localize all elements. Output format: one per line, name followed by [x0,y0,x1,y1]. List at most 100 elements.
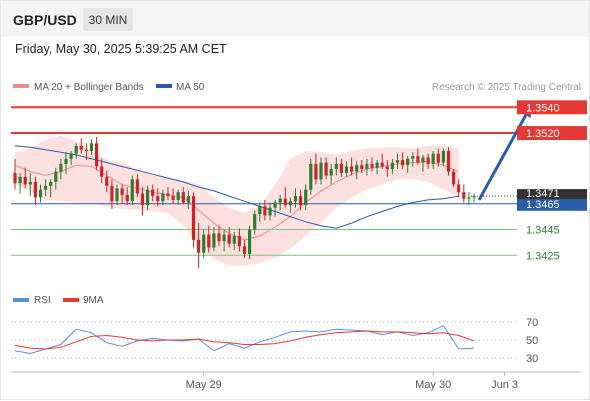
candle-body [59,163,63,172]
price-plot-area: 1.3540 1.3520 1.3465 1.3445 1.3425 1.3471 [11,100,587,269]
candle-body [89,143,94,152]
x-axis-label: May 29 [186,379,222,391]
rsi-plot-area: 70 50 30 [11,317,538,365]
candle-body [314,163,318,180]
candle-body [299,196,303,206]
candle-body [304,189,308,206]
candle-body [120,188,124,195]
candle-body [446,151,451,172]
x-axis: May 29 May 30 Jun 3 [186,372,518,391]
candle-body [38,189,43,198]
candle-body [135,179,139,194]
candle-body [115,188,119,202]
candle-body [64,158,68,164]
candle-body [79,145,83,150]
candle-body [441,151,445,163]
candle-body [380,162,384,167]
candle-body [426,157,430,164]
candle-body [452,171,456,185]
candle-body [176,192,180,200]
candle-body [217,233,221,242]
candle-body [130,179,134,202]
timestamp: Friday, May 30, 2025 5:39:25 AM CET [15,42,227,56]
rsi-tick-label: 70 [526,317,538,329]
rsi-ma-legend-label: 9MA [83,295,104,306]
candle-body [232,235,236,244]
candle-body [411,156,415,159]
pivot-price-label: 1.3465 [526,199,560,211]
current-price-tag [517,189,587,200]
candle-body [263,206,267,216]
candle-body [329,169,333,176]
resistance-price-label: 1.3540 [526,102,560,114]
candle-body [166,193,170,197]
candle-body [390,162,394,170]
candle-body [54,171,58,182]
candle-body [105,176,109,186]
bollinger-legend-swatch [13,84,29,88]
instrument-title: GBP/USD [13,12,77,28]
candle-body [110,185,114,202]
candle-body [283,198,287,206]
candle-body [44,185,48,190]
candle-body [151,189,155,197]
x-axis-label: May 30 [415,379,451,391]
support-price-label: 1.3425 [526,250,560,262]
rsi-legend-swatch [13,298,29,302]
ma50-legend-swatch [156,84,172,88]
ma50-legend-label: MA 50 [176,82,205,93]
candle-body [467,197,471,199]
candle-body [74,145,78,154]
candle-body [13,172,17,184]
candle-body [370,163,374,168]
rsi-tick-label: 50 [526,335,538,347]
candle-body [253,214,257,230]
candle-body [125,194,129,202]
resistance-price-tag [517,126,587,141]
candle-body [457,184,461,193]
candle-body [401,160,405,166]
candle-body [202,234,206,253]
candle-body [140,193,145,206]
bollinger-band [15,135,459,266]
candle-body [268,207,272,216]
candle-body [339,163,343,173]
candle-body [222,234,226,242]
candle-body [436,153,440,163]
candle-body [309,163,313,190]
candle-body [186,196,190,203]
support-price-label: 1.3445 [526,225,560,237]
candle-body [375,162,379,168]
candle-body [350,166,354,172]
candle-body [395,160,400,163]
resistance-price-tag [517,100,587,115]
candle-body [288,201,292,206]
pivot-price-tag [517,196,587,211]
timeframe-badge[interactable]: 30 MIN [83,8,133,31]
candle-body [365,163,369,170]
candle-body [197,239,201,253]
ma20-line [14,160,459,241]
candle-body [360,165,364,170]
candle-body [146,189,150,206]
candle-body [293,196,298,202]
candle-body [385,166,389,170]
header-bar: GBP/USD 30 MIN [1,1,589,37]
rsi-ma-legend-swatch [63,298,79,302]
candle-body [334,163,338,170]
x-axis-label: Jun 3 [491,379,518,391]
candle-body [212,233,216,248]
candle-body [472,196,476,198]
ma50-line [14,145,459,229]
candle-body [156,196,160,202]
bollinger-legend-label: MA 20 + Bollinger Bands [34,82,144,93]
candle-body [278,198,282,203]
candle-body [258,206,262,215]
candle-body [319,162,323,180]
rsi-legend-label: RSI [34,295,51,306]
candle-body [181,192,185,203]
candle-body [416,156,420,163]
candle-body [227,234,231,244]
